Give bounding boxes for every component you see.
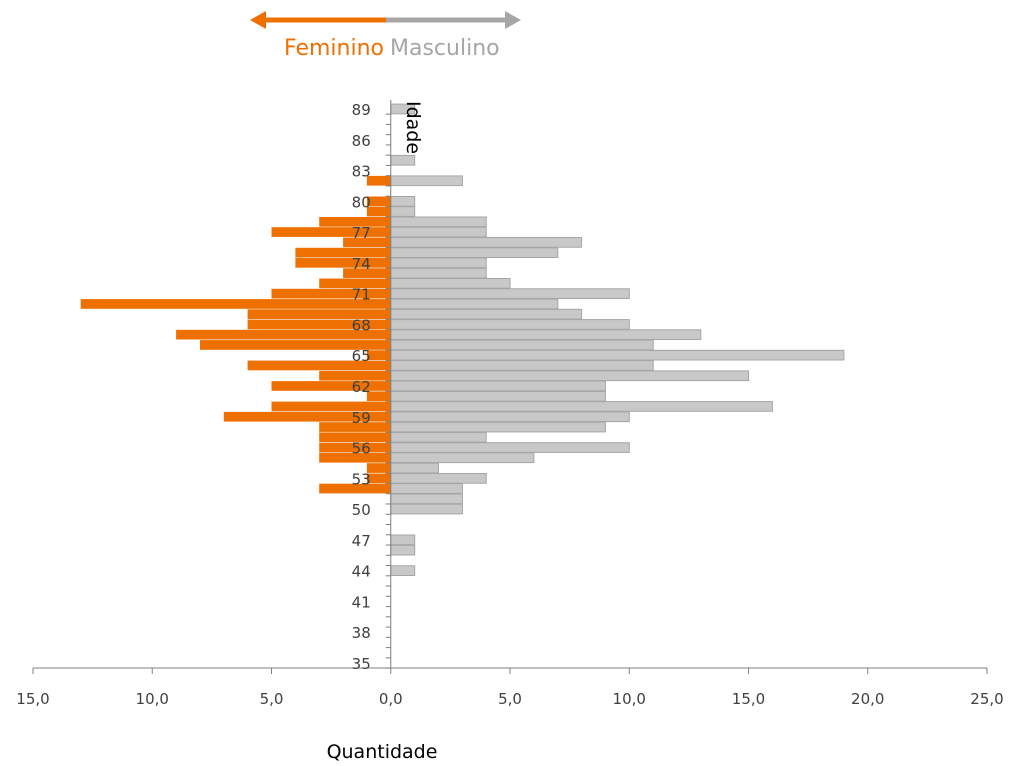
y-axis-title: Idade (402, 101, 424, 154)
masculino-bar-age-77 (391, 227, 486, 237)
masculino-bar-age-58 (391, 422, 606, 432)
masculino-bar-age-52 (391, 484, 463, 494)
masculino-bar-age-61 (391, 391, 606, 401)
y-tick-label: 56 (352, 440, 371, 458)
x-tick-label: 15,0 (16, 690, 49, 708)
x-tick-label: 5,0 (260, 690, 284, 708)
masculino-bar-age-69 (391, 309, 582, 319)
masculino-bar-age-71 (391, 289, 630, 299)
x-tick-label: 5,0 (498, 690, 522, 708)
y-tick-label: 44 (352, 563, 371, 581)
feminino-bar-age-75 (295, 248, 390, 258)
masculino-bar-age-56 (391, 443, 630, 453)
y-tick-label: 77 (352, 224, 371, 242)
y-tick-label: 59 (352, 409, 371, 427)
masculino-bar-age-46 (391, 545, 415, 555)
masculino-bar-age-76 (391, 238, 582, 248)
masculino-bar-age-53 (391, 474, 486, 484)
masculino-bar-age-73 (391, 268, 486, 278)
y-tick-label: 50 (352, 501, 371, 519)
feminino-bar-age-77 (272, 227, 391, 237)
y-tick-label: 65 (352, 347, 371, 365)
y-tick-label: 35 (352, 655, 371, 673)
masculino-bar-age-84 (391, 155, 415, 165)
y-tick-label: 71 (352, 286, 371, 304)
masculino-bar-age-66 (391, 340, 653, 350)
y-tick-label: 38 (352, 624, 371, 642)
feminino-bar-age-71 (272, 289, 391, 299)
x-axis-title: Quantidade (327, 741, 438, 763)
x-tick-label: 25,0 (970, 690, 1003, 708)
masculino-bar-age-64 (391, 361, 653, 371)
x-tick-label: 0,0 (379, 690, 403, 708)
legend-feminino-label: Feminino (284, 36, 384, 61)
x-tick-label: 20,0 (851, 690, 884, 708)
masculino-bar-age-63 (391, 371, 749, 381)
masculino-bar-age-50 (391, 504, 463, 514)
y-tick-label: 86 (352, 132, 371, 150)
y-tick-label: 89 (352, 101, 371, 119)
y-tick-label: 47 (352, 532, 371, 550)
x-tick-label: 10,0 (136, 690, 169, 708)
y-tick-label: 80 (352, 193, 371, 211)
masculino-bar-age-82 (391, 176, 463, 186)
legend-masculino-label: Masculino (390, 36, 500, 61)
masculino-bar-age-65 (391, 350, 844, 360)
masculino-bar-age-80 (391, 197, 415, 207)
y-tick-label: 68 (352, 316, 371, 334)
masculino-bar-age-78 (391, 217, 486, 227)
feminino-bar-age-70 (81, 299, 391, 309)
masculino-bar-age-67 (391, 330, 701, 340)
y-tick-label: 74 (352, 255, 371, 273)
y-tick-label: 62 (352, 378, 371, 396)
masculino-bar-age-72 (391, 279, 510, 289)
feminino-bar-age-60 (272, 402, 391, 412)
masculino-legend-arrow-head (505, 11, 521, 29)
masculino-bar-age-70 (391, 299, 558, 309)
masculino-bar-age-44 (391, 566, 415, 576)
masculino-bar-age-51 (391, 494, 463, 504)
masculino-bar-age-55 (391, 453, 534, 463)
masculino-bar-age-68 (391, 320, 630, 330)
masculino-bar-age-74 (391, 258, 486, 268)
legend: Feminino Masculino (250, 11, 521, 61)
feminino-bar-age-74 (295, 258, 390, 268)
x-tick-label: 15,0 (732, 690, 765, 708)
y-tick-label: 41 (352, 593, 371, 611)
bars-layer (81, 104, 844, 575)
masculino-bar-age-60 (391, 402, 773, 412)
x-tick-label: 10,0 (613, 690, 646, 708)
y-tick-label: 83 (352, 163, 371, 181)
masculino-bar-age-62 (391, 381, 606, 391)
masculino-bar-age-79 (391, 207, 415, 217)
masculino-bar-age-47 (391, 535, 415, 545)
feminino-bar-age-62 (272, 381, 391, 391)
y-tick-label: 53 (352, 470, 371, 488)
feminino-legend-arrow-head (250, 11, 266, 29)
masculino-bar-age-54 (391, 463, 439, 473)
masculino-bar-age-57 (391, 432, 486, 442)
masculino-bar-age-59 (391, 412, 630, 422)
masculino-bar-age-75 (391, 248, 558, 258)
